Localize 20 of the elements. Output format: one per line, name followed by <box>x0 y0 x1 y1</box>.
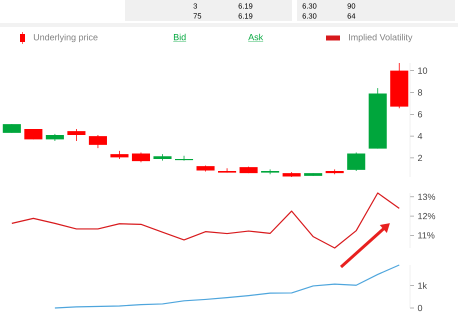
y-tick-label: 8 <box>418 89 422 96</box>
text: Bid <box>174 34 186 40</box>
y-tick-label: 1k <box>418 282 428 289</box>
candlestick <box>347 152 366 172</box>
line-series <box>11 192 400 249</box>
candlestick <box>67 128 86 142</box>
candlestick <box>132 152 150 163</box>
y-tick-label: 13% <box>418 194 436 200</box>
text: Ask <box>248 34 264 40</box>
y-tick-label: 6 <box>418 111 422 118</box>
y-tick-label: 0 <box>418 304 422 312</box>
legend-label: Implied Volatility <box>349 34 412 42</box>
y-tick-label: 4 <box>418 133 422 140</box>
y-tick-label: 10 <box>418 67 428 74</box>
legend-label: Underlying price <box>34 34 98 42</box>
candlestick <box>88 134 107 148</box>
y-tick-label: 2 <box>418 154 422 162</box>
candlestick <box>174 155 194 162</box>
y-tick-label: 11% <box>418 232 434 238</box>
y-tick-label: 12% <box>418 212 436 220</box>
